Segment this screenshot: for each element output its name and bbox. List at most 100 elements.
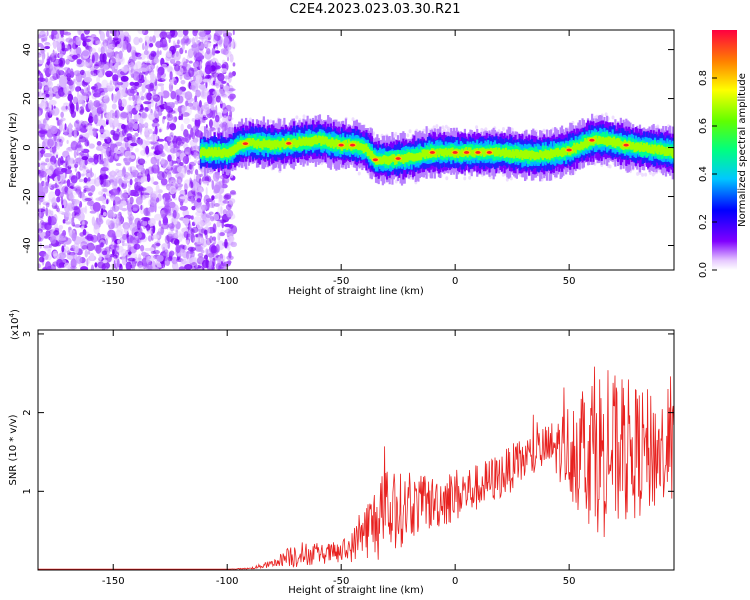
- faint-speckle: [468, 175, 472, 180]
- noise-speckle: [187, 38, 191, 45]
- noise-speckle: [102, 179, 111, 188]
- ridge-band: [435, 149, 438, 158]
- noise-speckle: [169, 147, 178, 154]
- noise-speckle: [56, 65, 61, 75]
- noise-speckle: [118, 38, 122, 42]
- ridge-band: [358, 143, 361, 151]
- chart-title: C2E4.2023.023.03.30.R21: [289, 2, 461, 17]
- noise-speckle: [41, 222, 49, 226]
- noise-speckle: [70, 140, 78, 151]
- ridge-band: [428, 150, 431, 158]
- noise-speckle: [229, 56, 234, 61]
- noise-speckle: [220, 90, 226, 97]
- noise-speckle: [213, 184, 221, 194]
- noise-speckle: [141, 217, 150, 222]
- noise-speckle: [133, 123, 139, 131]
- noise-speckle: [227, 235, 235, 242]
- ridge-band: [329, 139, 332, 148]
- noise-speckle: [198, 84, 206, 90]
- noise-speckle: [179, 161, 184, 166]
- noise-speckle: [104, 150, 110, 158]
- noise-speckle: [129, 196, 134, 205]
- noise-speckle: [67, 187, 72, 194]
- noise-speckle: [101, 102, 107, 112]
- ridge-band: [417, 153, 420, 161]
- ridge-band: [294, 138, 297, 148]
- noise-speckle: [89, 210, 97, 214]
- noise-speckle: [44, 77, 49, 83]
- noise-speckle: [212, 80, 216, 86]
- noise-speckle: [137, 265, 145, 270]
- noise-speckle: [61, 41, 65, 52]
- ridge-band: [385, 156, 389, 165]
- noise-speckle: [170, 85, 173, 89]
- ridge-band: [227, 149, 230, 158]
- ridge-band: [203, 148, 207, 156]
- noise-speckle: [225, 209, 234, 218]
- noise-speckle: [44, 244, 53, 252]
- ridge-band: [209, 148, 212, 157]
- noise-speckle: [217, 205, 224, 216]
- noise-speckle: [87, 177, 91, 182]
- noise-speckle: [134, 51, 138, 56]
- noise-speckle: [180, 79, 186, 85]
- noise-speckle: [105, 147, 111, 152]
- noise-speckle: [108, 174, 116, 185]
- noise-speckle: [42, 201, 51, 206]
- noise-speckle: [76, 71, 80, 78]
- noise-speckle: [113, 260, 116, 269]
- ridge-band: [446, 150, 449, 157]
- noise-speckle: [202, 30, 206, 35]
- noise-speckle: [128, 62, 135, 69]
- noise-speckle: [128, 251, 132, 255]
- noise-speckle: [67, 93, 74, 102]
- noise-speckle: [47, 138, 54, 148]
- noise-speckle: [112, 196, 122, 205]
- noise-speckle: [136, 232, 142, 239]
- faint-speckle: [406, 133, 410, 138]
- noise-speckle: [121, 180, 130, 184]
- noise-speckle: [215, 105, 218, 115]
- noise-speckle: [229, 93, 236, 100]
- noise-speckle: [157, 111, 163, 116]
- noise-speckle: [205, 237, 212, 246]
- noise-speckle: [96, 232, 101, 243]
- noise-speckle: [156, 197, 160, 203]
- noise-speckle: [86, 169, 91, 173]
- noise-speckle: [99, 31, 106, 41]
- ridge-band: [281, 138, 285, 148]
- noise-speckle: [195, 261, 198, 269]
- noise-speckle: [212, 213, 220, 221]
- noise-speckle: [225, 116, 231, 120]
- ridge-band: [420, 153, 423, 160]
- noise-speckle: [138, 232, 146, 241]
- noise-speckle: [190, 196, 194, 204]
- noise-speckle: [121, 200, 127, 207]
- ridge-band: [410, 152, 413, 161]
- noise-speckle: [125, 36, 130, 47]
- noise-speckle: [38, 130, 48, 134]
- noise-speckle: [193, 137, 199, 143]
- noise-speckle: [132, 71, 140, 81]
- noise-speckle: [157, 138, 165, 142]
- noise-speckle: [125, 173, 134, 180]
- noise-speckle: [38, 213, 42, 218]
- noise-speckle: [189, 139, 198, 147]
- noise-speckle: [93, 114, 98, 125]
- noise-speckle: [56, 140, 61, 150]
- noise-speckle: [105, 46, 108, 53]
- noise-speckle: [43, 37, 48, 42]
- noise-speckle: [64, 123, 67, 131]
- ridge-band: [296, 139, 300, 147]
- noise-speckle: [139, 125, 143, 135]
- noise-speckle: [187, 124, 192, 130]
- noise-speckle: [162, 116, 166, 120]
- ridge-band: [305, 136, 308, 145]
- noise-speckle: [63, 126, 69, 136]
- noise-speckle: [221, 64, 227, 69]
- noise-speckle: [84, 139, 90, 147]
- noise-speckle: [64, 246, 70, 253]
- noise-speckle: [227, 213, 236, 220]
- faint-speckle: [651, 172, 655, 177]
- noise-speckle: [148, 53, 155, 61]
